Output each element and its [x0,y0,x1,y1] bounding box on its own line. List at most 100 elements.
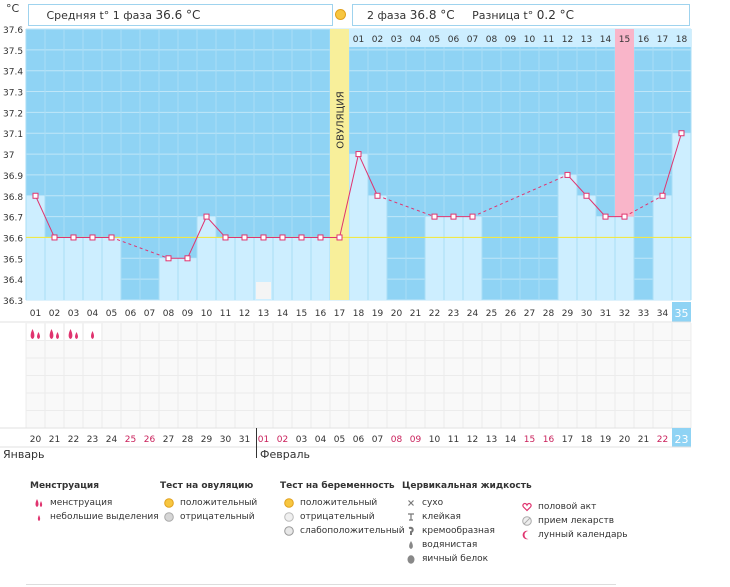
temperature-point [374,192,381,199]
calendar-date-label: 16 [543,435,555,445]
temperature-bar [653,195,672,300]
temperature-bar [273,237,292,300]
cycle-day-label: 03 [68,309,79,319]
temperature-point [678,130,685,137]
sun-positive-icon [164,498,174,508]
cycle-day-label: 19 [372,309,384,319]
calendar-date-label: 10 [429,435,441,445]
temperature-point [317,234,324,241]
cycle-day-label: 23 [448,309,459,319]
calendar-date-label: 23 [87,435,98,445]
temperature-bar [159,258,178,300]
cycle-day-label: 29 [562,309,574,319]
calendar-date-label: 23 [675,433,689,446]
calendar-date-label: 06 [353,435,365,445]
phase2-day-number: 03 [391,35,402,45]
calendar-date-label: 26 [144,435,156,445]
cycle-day-label: 18 [353,309,365,319]
cycle-day-label: 21 [410,309,421,319]
y-tick-label: 36.6 [3,234,23,244]
legend-item-light-spotting: небольшие выделения [30,510,159,524]
temperature-point [469,213,476,220]
calendar-date-label: 28 [182,435,194,445]
calendar-date-label: 08 [391,435,403,445]
calendar-date-label: 30 [220,435,232,445]
cycle-day-label: 20 [391,309,403,319]
legend-item-ovulation-negative: отрицательный [160,510,257,524]
cycle-day-label: 08 [163,309,175,319]
calendar-date-label: 22 [657,435,668,445]
temperature-bar [596,216,615,300]
calendar-date-label: 01 [258,435,269,445]
calendar-date-label: 09 [410,435,422,445]
phase2-summary: 2 фаза 36.8 °C Разница t° 0.2 °C [352,4,690,26]
temperature-bar [311,237,330,300]
bbt-chart: °C 37.6 37.5 37.4 37.3 37.2 37.1 37 36.9 36.8 36.… [0,2,692,461]
phase2-header-cell [387,29,406,47]
y-tick-label: 36.5 [3,255,23,265]
temperature-point [241,234,248,241]
temperature-bar [615,216,634,300]
smiley-positive-icon [284,498,294,508]
cycle-day-label: 15 [296,309,307,319]
temperature-bar [235,237,254,300]
phase2-day-number: 17 [657,35,668,45]
phase2-header-cell [368,29,387,47]
temperature-bar [425,216,444,300]
cycle-day-label: 35 [675,307,689,320]
phase2-header-cell [539,29,558,47]
legend-item-pregnancy-negative: отрицательный [280,510,405,524]
temperature-point [260,234,267,241]
legend-pregnancy-test: Тест на беременность положительный отриц… [280,481,405,538]
chart-plot: 37.6 37.5 37.4 37.3 37.2 37.1 37 36.9 36.8 36.7 36… [0,26,692,448]
drop-small-icon [91,331,94,339]
calendar-date-label: 22 [68,435,79,445]
y-tick-label: 37.1 [3,130,23,140]
temperature-bar [444,216,463,300]
phase2-header-cell [425,29,444,47]
y-tick-label: 37.3 [3,89,23,99]
difference-label: Разница t° [472,9,534,22]
t-bar-icon [408,513,414,521]
temperature-bar [178,258,197,300]
cycle-day-label: 31 [600,309,611,319]
cross-icon [408,500,414,506]
y-tick-label: 36.7 [3,214,23,224]
temperature-bar [216,237,235,300]
phase2-header-cell [634,29,653,47]
legend-item-lunar: лунный календарь [518,528,628,542]
legend-other: половой акт прием лекарств лунный календ… [518,500,628,542]
legend-item-watery: водянистая [402,538,532,552]
legend-menstruation: Менструация менструация небольшие выделе… [30,481,159,524]
month-divider [256,428,257,458]
legend-item-egg-white: яичный белок [402,552,532,566]
sun-negative-icon [164,512,174,522]
temperature-segment [339,153,359,238]
y-tick-label: 36.4 [3,276,23,286]
phase2-day-number: 08 [486,35,498,45]
y-axis-unit-label: °C [6,2,20,15]
calendar-date-label: 03 [296,435,307,445]
cycle-day-label: 05 [106,309,117,319]
calendar-date-label: 14 [505,435,517,445]
phase2-day-number: 16 [638,35,650,45]
phase2-day-number: 04 [410,35,422,45]
legend-item-intercourse: половой акт [518,500,628,514]
current-date-cell [672,428,691,447]
water-drop-icon [409,541,413,549]
cycle-day-label: 01 [30,309,41,319]
temperature-point [203,213,210,220]
creamy-drop-icon [408,526,414,535]
phase2-day-number: 13 [581,35,592,45]
calendar-date-label: 18 [581,435,593,445]
phase2-header-cell [672,29,691,47]
phase2-day-number: 15 [619,35,630,45]
temperature-point [450,213,457,220]
temperature-bar [26,195,45,300]
cycle-day-label: 27 [524,309,535,319]
cycle-day-label: 17 [334,309,345,319]
calendar-date-label: 27 [163,435,174,445]
cycle-day-label: 26 [505,309,517,319]
temperature-point [279,234,286,241]
y-tick-label: 37 [3,151,14,161]
